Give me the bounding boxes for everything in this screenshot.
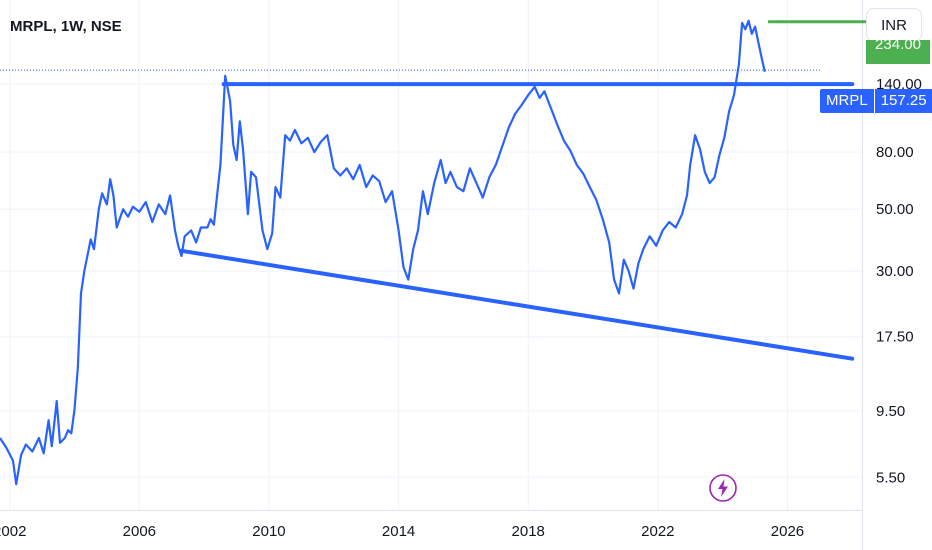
- x-tick-label: 2018: [512, 523, 545, 540]
- y-tick-label: 50.00: [876, 201, 914, 218]
- y-tick-label: 9.50: [876, 403, 905, 420]
- x-tick-label: 2014: [382, 523, 415, 540]
- time-axis[interactable]: 2002 2006 2010 2014 2018 2022 2026: [0, 523, 804, 540]
- x-tick-label: 2006: [123, 523, 156, 540]
- lightning-icon[interactable]: [708, 473, 738, 503]
- price-axis[interactable]: 5.50 9.50 17.50 30.00 50.00 80.00 140.00: [876, 76, 922, 486]
- x-tick-label: 2002: [0, 523, 26, 540]
- x-tick-label: 2026: [771, 523, 804, 540]
- price-series-line[interactable]: [0, 19, 766, 486]
- y-tick-label: 30.00: [876, 263, 914, 280]
- y-tick-label: 5.50: [876, 469, 905, 486]
- last-price-label: MRPL 157.25: [820, 89, 932, 113]
- y-tick-label: 17.50: [876, 329, 914, 346]
- x-tick-label: 2022: [641, 523, 674, 540]
- target-price-value: 234.00: [875, 40, 921, 53]
- trendline[interactable]: [179, 248, 855, 361]
- y-tick-label: 80.00: [876, 144, 914, 161]
- x-tick-label: 2010: [252, 523, 285, 540]
- last-price-value: 157.25: [873, 89, 932, 113]
- y-tick-label: 140.00: [876, 76, 922, 93]
- symbol-title[interactable]: MRPL, 1W, NSE: [10, 18, 122, 35]
- last-price-symbol: MRPL: [820, 89, 874, 113]
- currency-button[interactable]: INR: [866, 8, 922, 42]
- target-price-label: 234.00: [866, 40, 930, 64]
